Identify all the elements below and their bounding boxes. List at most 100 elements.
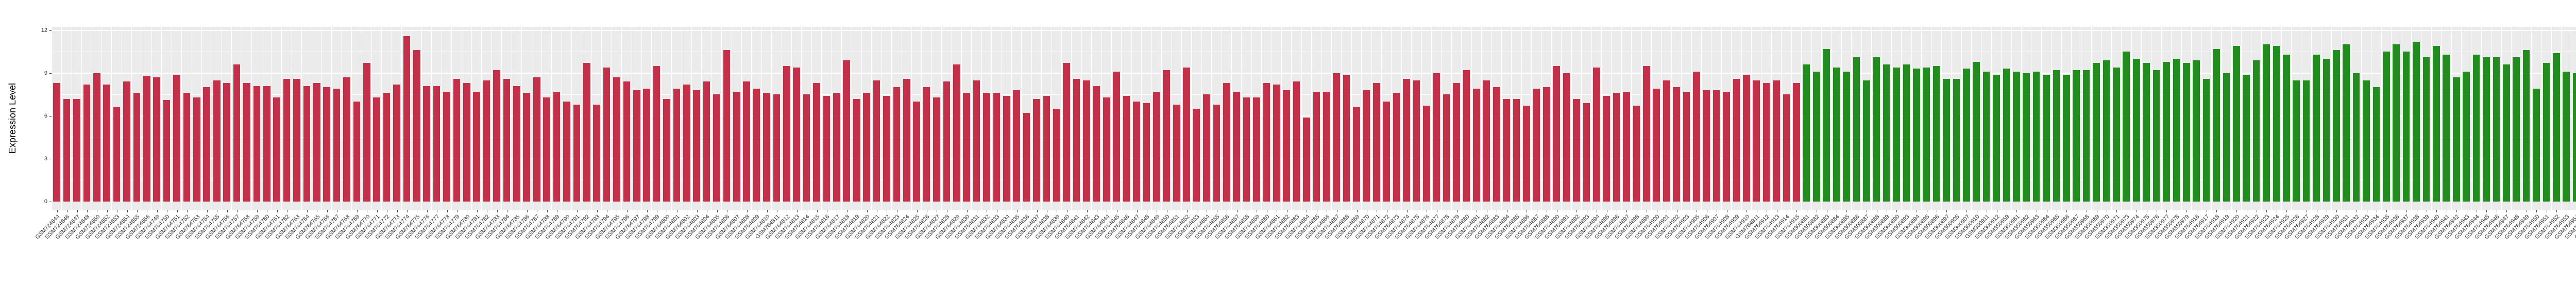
x-tick-cell xyxy=(1332,210,1342,212)
x-tick-mark xyxy=(397,210,398,212)
bar xyxy=(693,90,700,202)
bar-slot xyxy=(1892,27,1902,210)
bar-slot xyxy=(102,27,112,210)
x-tick-mark xyxy=(177,210,178,212)
bar xyxy=(613,77,620,202)
bar-slot xyxy=(802,27,812,210)
bar-slot xyxy=(562,27,572,210)
bar xyxy=(2513,57,2520,202)
x-tick-mark xyxy=(626,210,628,212)
bar xyxy=(2073,70,2080,202)
bar xyxy=(243,83,250,202)
bar xyxy=(993,93,1001,202)
x-tick-cell xyxy=(1782,210,1791,212)
x-tick-cell xyxy=(1662,210,1671,212)
bar xyxy=(1543,87,1550,202)
bar xyxy=(1433,73,1440,202)
bar xyxy=(213,80,221,202)
bar xyxy=(2422,57,2430,202)
bar xyxy=(2543,63,2550,202)
bar xyxy=(1533,89,1540,202)
bar xyxy=(1073,78,1080,202)
bar-slot xyxy=(932,27,942,210)
x-tick-cell xyxy=(822,210,832,212)
x-tick-mark xyxy=(2286,210,2287,212)
bar-slot xyxy=(1122,27,1132,210)
x-tick-mark xyxy=(477,210,478,212)
bar xyxy=(2123,52,2130,202)
bar xyxy=(2082,70,2090,202)
x-tick-cell xyxy=(1892,210,1902,212)
bar-slot xyxy=(1242,27,1252,210)
bar-slot xyxy=(1512,27,1522,210)
bar xyxy=(1513,98,1520,202)
x-tick-cell xyxy=(1162,210,1172,212)
bar xyxy=(1933,65,1940,202)
bar xyxy=(643,89,650,202)
bar-slot xyxy=(1322,27,1332,210)
bar xyxy=(2313,54,2320,202)
x-tick-mark xyxy=(447,210,448,212)
x-tick-cell xyxy=(1452,210,1462,212)
bar xyxy=(1673,87,1680,202)
x-tick-mark xyxy=(2456,210,2458,212)
bar xyxy=(2063,74,2070,202)
bar-slot xyxy=(1362,27,1372,210)
bar-slot xyxy=(1042,27,1052,210)
bar-slot xyxy=(2571,27,2576,210)
x-tick-cell xyxy=(1802,210,1811,212)
x-tick-cell xyxy=(2112,210,2122,212)
bar-slot xyxy=(1232,27,1242,210)
bar xyxy=(1812,71,1820,202)
bar xyxy=(823,96,831,202)
x-tick-cell xyxy=(1612,210,1621,212)
bar-slot xyxy=(1642,27,1652,210)
x-tick-cell xyxy=(1682,210,1691,212)
bar-slot xyxy=(1192,27,1202,210)
bar xyxy=(1803,64,1810,202)
bar-slot xyxy=(892,27,902,210)
bar-slot xyxy=(1702,27,1712,210)
x-tick-mark xyxy=(2336,210,2337,212)
bar-slot xyxy=(1352,27,1362,210)
x-tick-cell xyxy=(2442,210,2451,212)
bar-slot xyxy=(1732,27,1742,210)
bar xyxy=(843,60,851,202)
bar xyxy=(1883,64,1890,202)
x-tick-cell xyxy=(762,210,772,212)
x-tick-cell xyxy=(2272,210,2281,212)
bar-slot xyxy=(882,27,892,210)
bar-slot xyxy=(852,27,862,210)
bar xyxy=(1223,83,1230,202)
bar xyxy=(1473,89,1480,202)
x-tick-cell xyxy=(222,210,232,212)
bar-slot xyxy=(1992,27,2002,210)
bar xyxy=(1463,70,1470,202)
bar xyxy=(1753,80,1760,202)
x-tick-cell xyxy=(312,210,322,212)
bar-slot xyxy=(1282,27,1292,210)
bar xyxy=(2013,71,2020,202)
bar-slot xyxy=(2462,27,2472,210)
bar-slot xyxy=(2312,27,2322,210)
bar-slot xyxy=(252,27,262,210)
x-tick-cell xyxy=(712,210,722,212)
bar xyxy=(353,102,361,202)
bar-slot xyxy=(1302,27,1312,210)
x-tick-cell xyxy=(722,210,732,212)
x-tick-cell xyxy=(2162,210,2172,212)
x-tick-cell xyxy=(2052,210,2061,212)
bar xyxy=(1443,94,1450,202)
bar-slot xyxy=(2502,27,2512,210)
x-tick-cell xyxy=(1402,210,1412,212)
bar-slot xyxy=(182,27,192,210)
x-tick-cell xyxy=(792,210,802,212)
major-gridline xyxy=(52,29,2576,31)
bar-slot xyxy=(292,27,302,210)
bar-slot xyxy=(1002,27,1012,210)
bar xyxy=(403,36,411,202)
bar xyxy=(533,77,540,202)
bar-slot xyxy=(302,27,312,210)
x-tick-cell xyxy=(1232,210,1242,212)
x-tick-cell xyxy=(412,210,422,212)
